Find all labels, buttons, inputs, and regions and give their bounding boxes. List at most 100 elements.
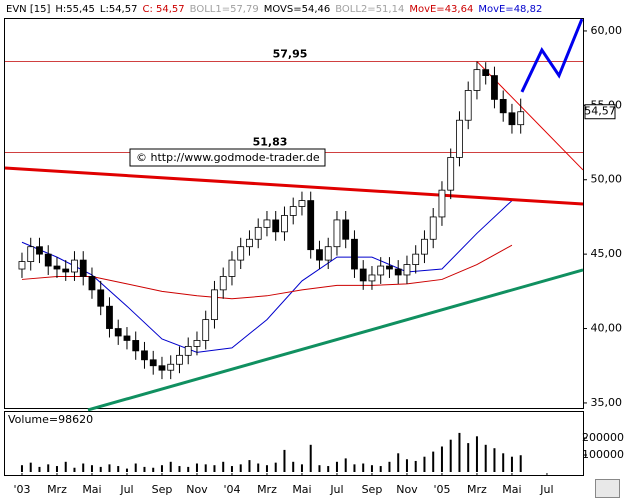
- volume-bar: [222, 461, 225, 472]
- volume-bar: [108, 464, 111, 472]
- volume-bar: [178, 466, 181, 472]
- price-label-box: [584, 104, 616, 120]
- candle-body: [184, 345, 192, 356]
- moving-average: [21, 200, 513, 353]
- candle-body: [412, 253, 420, 265]
- candle-body: [36, 246, 43, 255]
- candle-body: [482, 69, 490, 76]
- volume-bar: [239, 464, 242, 472]
- candle-body: [491, 75, 498, 100]
- volume-bar: [502, 453, 505, 472]
- volume-bar: [55, 466, 58, 472]
- x-tick-label: Mrz: [257, 483, 277, 496]
- volume-bar: [152, 467, 155, 472]
- volume-bar: [265, 465, 268, 472]
- candle-body: [342, 219, 350, 240]
- candle-body: [62, 268, 70, 273]
- x-tick-label: Mrz: [467, 483, 487, 496]
- candle-body: [429, 216, 437, 240]
- y-tick-label: 50,00: [591, 173, 623, 186]
- candle-body: [386, 265, 393, 270]
- volume-bar: [90, 465, 93, 472]
- candle-body: [272, 219, 280, 233]
- header-item: MOVS=54,46: [264, 4, 331, 15]
- volume-bar: [327, 466, 330, 472]
- volume-bar: [248, 460, 251, 472]
- volume-bar: [82, 463, 85, 472]
- candle-body: [333, 219, 341, 248]
- y-tick-label: 35,00: [591, 396, 623, 409]
- volume-bar: [143, 466, 146, 472]
- candle-body: [114, 328, 122, 337]
- y-tick-label: 60,00: [591, 24, 623, 37]
- volume-bar: [257, 463, 260, 472]
- volume-bar: [318, 465, 321, 472]
- level-label: 51,83: [253, 136, 288, 149]
- x-tick-label: Jul: [329, 483, 343, 496]
- volume-bar: [169, 461, 172, 472]
- candle-body: [394, 268, 402, 276]
- candle-body: [237, 246, 245, 261]
- candle-body: [438, 189, 446, 218]
- candle-body: [149, 359, 157, 367]
- volume-bar: [335, 461, 338, 472]
- candle-body: [508, 112, 516, 126]
- volume-bar: [484, 444, 487, 472]
- volume-bar: [344, 458, 347, 472]
- header-item: MovE=48,82: [478, 4, 542, 15]
- volume-bar: [230, 466, 233, 472]
- candle-body: [176, 354, 183, 365]
- candle-body: [219, 276, 227, 291]
- volume-bar: [160, 465, 163, 472]
- x-tick-label: Mai: [502, 483, 521, 496]
- x-tick-label: '03: [13, 483, 30, 496]
- volume-bar: [47, 464, 50, 472]
- candle-body: [211, 289, 218, 321]
- volume-bar: [117, 466, 120, 472]
- y-tick-label: 45,00: [591, 247, 623, 260]
- volume-bar: [388, 461, 391, 472]
- candle-body: [246, 238, 253, 248]
- header-item: BOLL1=57,79: [190, 4, 259, 15]
- candle-body: [377, 265, 385, 276]
- candle-body: [158, 365, 166, 371]
- candle-body: [53, 265, 61, 270]
- volume-bar: [405, 459, 408, 472]
- plot: EVN [15] H:55,45 L:54,57 C: 54,57 BOLL1=57,7…: [4, 4, 624, 496]
- volume-bar: [370, 465, 373, 472]
- header-item: H:55,45: [55, 4, 95, 15]
- volume-tick-label: 100000: [582, 448, 624, 461]
- watermark: © http://www.godmode-trader.de: [136, 151, 320, 164]
- volume-bar: [379, 466, 382, 472]
- x-tick-label: Sep: [152, 483, 173, 496]
- volume-bar: [64, 461, 67, 472]
- volume-bar: [283, 449, 286, 472]
- candle-body: [499, 98, 507, 114]
- header-item: MovE=43,64: [409, 4, 473, 15]
- y-tick-label: 40,00: [591, 322, 623, 335]
- corner-icon: [595, 479, 620, 498]
- x-tick-label: Mai: [82, 483, 101, 496]
- watermark-box: [129, 148, 326, 167]
- x-tick-label: Mai: [292, 483, 311, 496]
- candle-body: [316, 249, 323, 261]
- candle-body: [132, 340, 140, 352]
- volume-bar: [423, 456, 426, 472]
- candle-body: [447, 157, 455, 191]
- candle-body: [193, 340, 201, 347]
- candle-body: [79, 259, 87, 277]
- volume-bar: [353, 464, 356, 472]
- volume-bar: [300, 464, 303, 472]
- price-panel: [4, 18, 584, 409]
- candle-body: [464, 90, 472, 121]
- volume-bar: [125, 468, 128, 472]
- candle-body: [71, 259, 78, 273]
- x-tick-label: Jul: [539, 483, 553, 496]
- volume-bar: [467, 443, 470, 472]
- candle-body: [88, 276, 96, 291]
- candle-body: [359, 268, 367, 282]
- volume-bar: [213, 465, 216, 472]
- volume-bar: [309, 444, 312, 472]
- x-tick-label: Nov: [186, 483, 208, 496]
- header-item: EVN [15]: [6, 4, 50, 15]
